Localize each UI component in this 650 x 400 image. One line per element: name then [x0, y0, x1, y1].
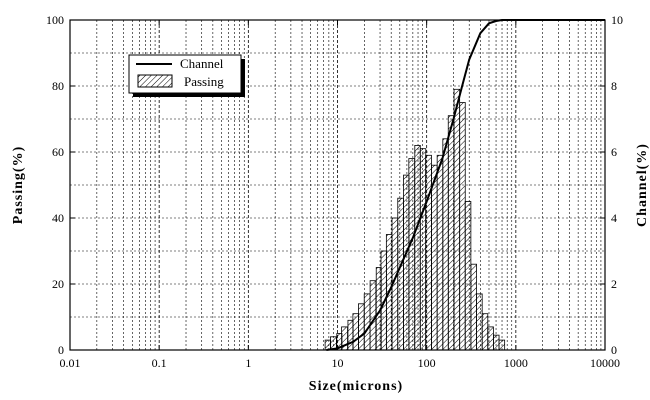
legend-channel-label: Channel	[180, 56, 224, 71]
right-y-tick-label: 0	[611, 343, 617, 357]
right-y-tick-label: 8	[611, 79, 617, 93]
right-y-tick-label: 2	[611, 277, 617, 291]
passing-bar	[447, 115, 455, 351]
x-tick-label: 0.1	[152, 356, 167, 370]
passing-bar	[414, 144, 421, 351]
channel-line	[326, 19, 605, 351]
right-axis-title: Channel(%)	[635, 143, 650, 227]
left-y-tick-label: 60	[52, 145, 64, 159]
passing-bar	[419, 148, 427, 351]
left-y-tick-label: 20	[52, 277, 64, 291]
passing-bar	[363, 293, 371, 351]
passing-bar	[425, 154, 432, 351]
passing-bar	[453, 88, 461, 351]
passing-bar	[470, 263, 477, 351]
passing-bar	[493, 334, 500, 351]
right-y-tick-label: 10	[611, 13, 623, 27]
passing-bar	[436, 154, 444, 351]
passing-bar	[476, 293, 483, 351]
legend-passing-label: Passing	[184, 74, 224, 89]
passing-bar	[408, 158, 416, 351]
passing-bar	[498, 339, 506, 351]
right-y-tick-label: 4	[611, 211, 617, 225]
legend-passing-swatch	[137, 74, 173, 88]
passing-bar	[352, 313, 359, 351]
left-axis-title: Passing(%)	[11, 146, 26, 224]
left-y-tick-label: 0	[58, 343, 64, 357]
x-tick-label: 0.01	[60, 356, 81, 370]
axes: 0.01 0.1 1 10 100 1000 10000020406080100024681…	[46, 13, 623, 370]
passing-bar	[487, 326, 494, 351]
passing-bar	[442, 138, 449, 351]
left-y-tick-label: 100	[46, 13, 64, 27]
x-tick-label: 1	[245, 356, 251, 370]
left-y-tick-label: 80	[52, 79, 64, 93]
passing-bars	[324, 88, 506, 351]
x-tick-label: 10	[332, 356, 344, 370]
passing-bar	[347, 319, 354, 351]
x-tick-label: 1000	[504, 356, 528, 370]
x-tick-label: 100	[418, 356, 436, 370]
passing-bar	[464, 201, 472, 351]
passing-bar	[403, 174, 410, 351]
passing-bar	[459, 102, 466, 351]
passing-bar	[369, 280, 377, 351]
passing-bar	[397, 197, 404, 351]
legend: Channel Passing	[128, 54, 245, 97]
right-y-tick-label: 6	[611, 145, 617, 159]
passing-bar	[358, 303, 365, 351]
passing-bar	[431, 164, 438, 351]
left-y-tick-label: 40	[52, 211, 64, 225]
passing-bar	[481, 313, 489, 351]
x-tick-label: 10000	[590, 356, 620, 370]
x-axis-title: Size(microns)	[309, 379, 403, 394]
